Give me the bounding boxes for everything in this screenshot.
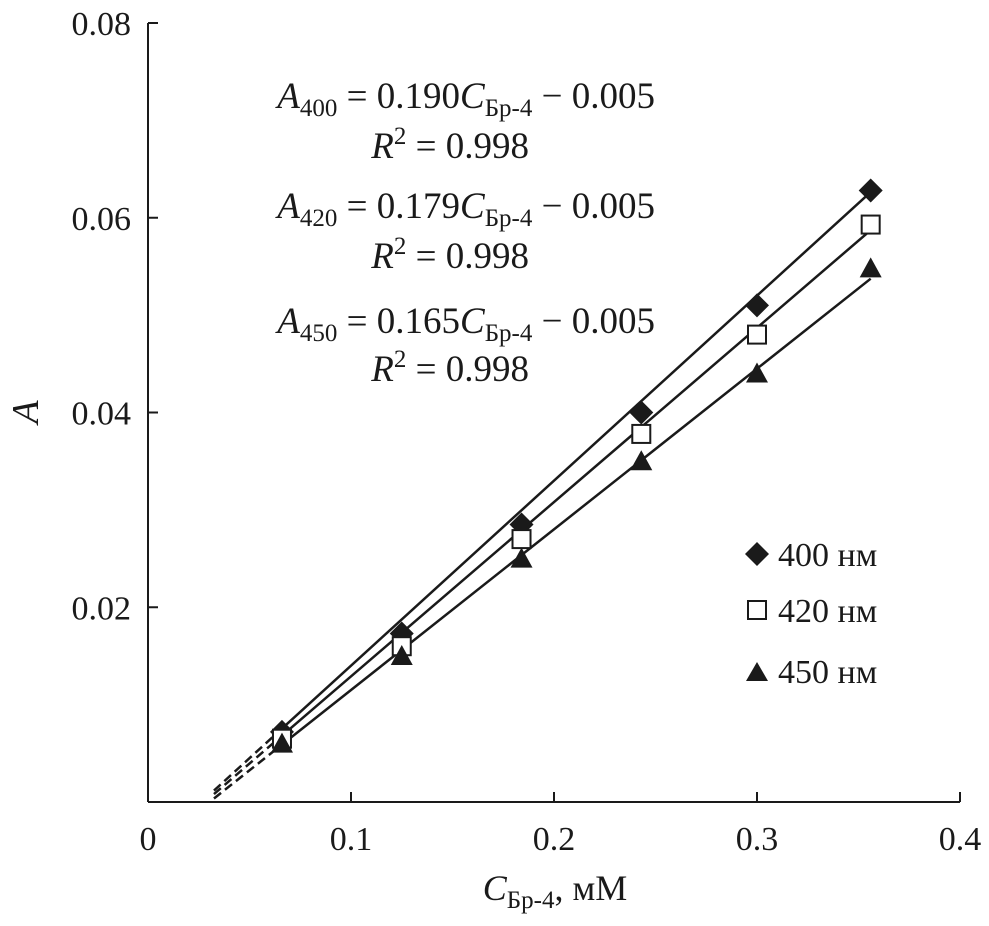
- x-tick-label: 0.1: [330, 821, 373, 858]
- r2-450: R2 = 0.998: [370, 346, 529, 390]
- point-450nm: [270, 732, 293, 753]
- point-420nm: [747, 324, 767, 345]
- x-axis-label: CБр-4, мМ: [483, 868, 628, 914]
- x-tick-label: 0.2: [533, 821, 576, 858]
- point-400nm: [858, 178, 883, 203]
- r2-420: R2 = 0.998: [370, 233, 529, 277]
- legend-label-400: 400 нм: [778, 537, 877, 574]
- point-450nm: [746, 362, 768, 383]
- legend-item-400: 400 нм: [745, 537, 877, 574]
- regression-equations: A400 = 0.190CБр-4 − 0.005 R2 = 0.998 A42…: [274, 76, 655, 390]
- fit-line-2: [281, 277, 872, 746]
- y-tick-label: 0.06: [72, 201, 132, 238]
- fit-line-1: [281, 229, 872, 737]
- y-tick-label: 0.02: [72, 590, 132, 627]
- legend-label-420: 420 нм: [778, 593, 877, 630]
- legend-item-420: 420 нм: [747, 593, 877, 630]
- legend-marker-diamond: [745, 542, 769, 566]
- point-450nm: [510, 547, 533, 568]
- equation-420: A420 = 0.179CБр-4 − 0.005: [274, 186, 655, 232]
- point-450nm: [630, 450, 653, 471]
- point-420nm: [511, 529, 532, 550]
- point-420nm: [631, 423, 652, 444]
- point-450nm: [859, 257, 882, 278]
- point-400nm: [745, 293, 769, 318]
- point-420nm: [860, 214, 881, 235]
- y-tick-label: 0.04: [72, 396, 132, 433]
- axes: 0 0.1 0.2 0.3 0.4 0.02 0.04 0.06 0.08: [72, 6, 982, 858]
- fit-line-0: [281, 191, 872, 730]
- x-tick-label: 0: [140, 821, 157, 858]
- fit-line-dashed-0: [213, 727, 283, 792]
- legend-item-450: 450 нм: [746, 654, 877, 691]
- fit-lines: [213, 191, 872, 800]
- r2-400: R2 = 0.998: [370, 123, 529, 167]
- fit-line-dashed-2: [213, 743, 283, 800]
- fit-line-dashed-1: [213, 734, 283, 795]
- data-points: [269, 178, 883, 753]
- legend: 400 нм 420 нм 450 нм: [745, 537, 877, 691]
- equation-450: A450 = 0.165CБр-4 − 0.005: [274, 301, 655, 347]
- x-tick-label: 0.3: [736, 821, 779, 858]
- legend-label-450: 450 нм: [778, 654, 877, 691]
- legend-marker-square: [747, 600, 767, 620]
- equation-400: A400 = 0.190CБр-4 − 0.005: [274, 76, 655, 122]
- point-400nm: [629, 400, 654, 425]
- point-450nm: [390, 644, 413, 665]
- y-axis-label: A: [5, 400, 47, 427]
- x-tick-label: 0.4: [939, 821, 982, 858]
- y-tick-label: 0.08: [72, 6, 132, 43]
- legend-marker-triangle: [746, 662, 768, 681]
